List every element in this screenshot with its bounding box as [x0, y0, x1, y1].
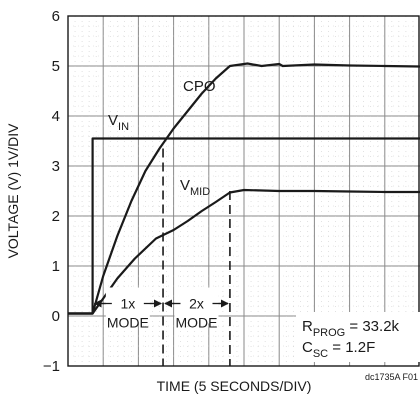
- series-line-1: [68, 137, 420, 315]
- series-line-0: [68, 62, 420, 315]
- series-label-vmid: VMID: [180, 177, 210, 198]
- mode-label-bg: [105, 287, 150, 324]
- x-axis-label: TIME (5 SECONDS/DIV): [157, 378, 312, 394]
- y-tick-label: 6: [52, 8, 60, 25]
- y-tick-label: 2: [52, 208, 60, 225]
- y-tick-label: 5: [52, 58, 60, 75]
- y-tick-label: 0: [52, 308, 60, 325]
- y-tick-label: 4: [52, 108, 60, 125]
- y-axis-label: VOLTAGE (V) 1V/DIV: [5, 123, 21, 259]
- series-label-vin: VIN: [108, 112, 129, 133]
- annotation-csc: CSC = 1.2F: [302, 339, 375, 360]
- series-lines: [68, 62, 420, 315]
- y-tick-label: −1: [43, 358, 60, 375]
- mode-label: MODE: [107, 315, 149, 331]
- series-label-cpo: CPO: [183, 78, 216, 95]
- figure-id: dc1735A F01: [365, 372, 418, 382]
- mode-label-bg: [174, 287, 219, 324]
- mode-factor-label: 2x: [189, 296, 204, 312]
- y-tick-label: 1: [52, 258, 60, 275]
- annotation-rprog: RPROG = 33.2k: [302, 318, 400, 339]
- annotation-bg: [296, 312, 420, 362]
- mode-markers: 1x MODE 2x MODE: [93, 148, 231, 366]
- mode-factor-label: 1x: [120, 296, 135, 312]
- mode-label: MODE: [175, 315, 217, 331]
- y-tick-label: 3: [52, 158, 60, 175]
- series-line-2: [68, 188, 420, 315]
